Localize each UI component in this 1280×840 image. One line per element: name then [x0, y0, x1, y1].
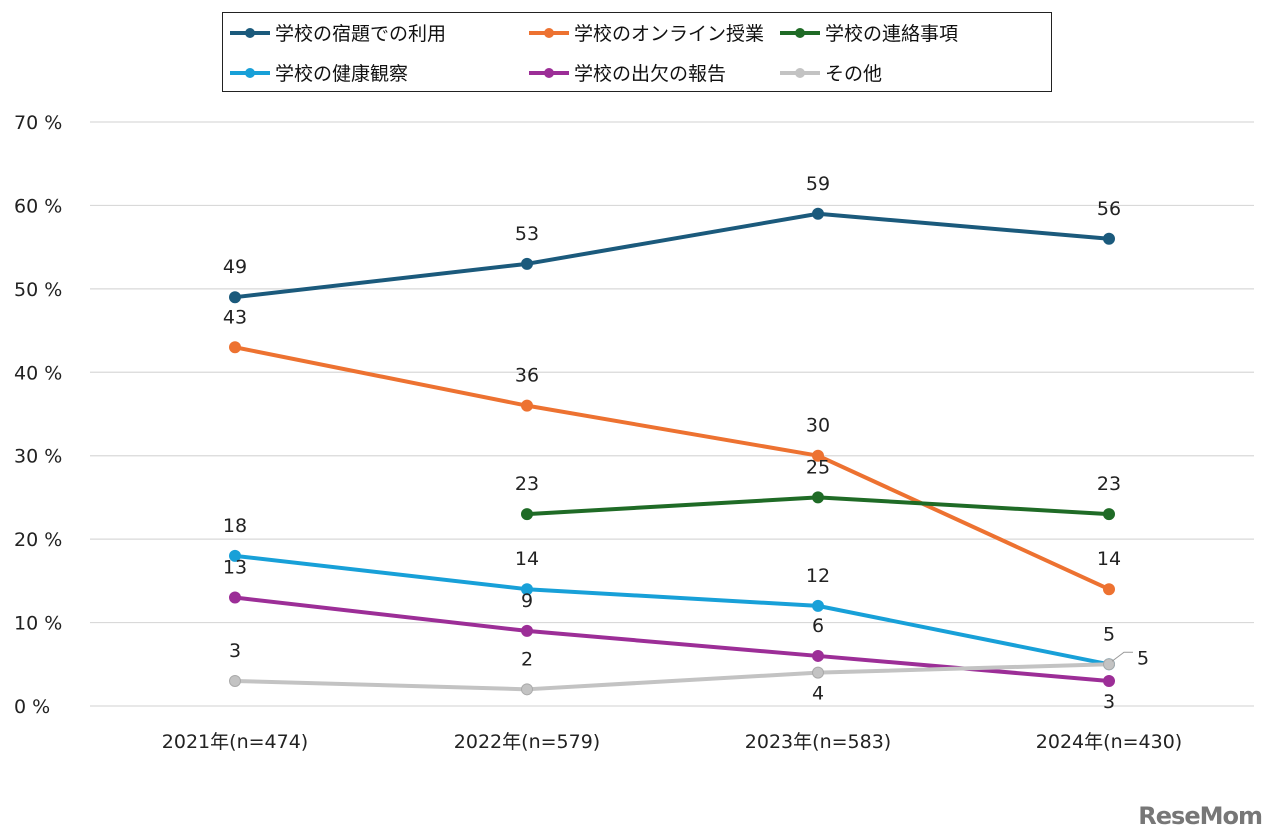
legend-marker-icon: [529, 67, 569, 78]
data-point: [1103, 508, 1115, 521]
legend-label: 学校の連絡事項: [825, 23, 959, 45]
data-point: [229, 341, 241, 354]
data-label: 13: [223, 557, 247, 579]
data-point: [229, 291, 241, 304]
data-label: 3: [229, 640, 241, 662]
y-tick-label: 70 %: [14, 112, 62, 134]
legend-label: 学校のオンライン授業: [574, 23, 765, 45]
data-label: 14: [515, 548, 539, 570]
legend-marker-icon: [529, 27, 569, 38]
series-line: [234, 345, 1110, 592]
data-label: 18: [223, 515, 247, 537]
data-label: 23: [1097, 473, 1121, 495]
data-label: 12: [806, 565, 830, 587]
data-label: 4: [812, 683, 824, 705]
legend-item: 学校の連絡事項: [779, 19, 958, 46]
data-point: [229, 674, 241, 687]
legend-marker-icon: [780, 27, 820, 38]
legend-item: 学校の健康観察: [229, 59, 408, 86]
data-point: [521, 257, 533, 270]
data-point: [229, 591, 241, 604]
x-tick-label: 2021年(n=474): [162, 731, 308, 753]
data-label: 43: [223, 306, 247, 328]
data-point: [812, 491, 824, 504]
series-line: [234, 662, 1110, 692]
data-label: 53: [515, 223, 539, 245]
leader-line: [1111, 651, 1133, 662]
data-label: 2: [521, 648, 533, 670]
legend-item: 学校の出欠の報告: [528, 59, 726, 86]
series-line: [234, 553, 1110, 667]
data-point: [812, 449, 824, 462]
legend-label: 学校の出欠の報告: [574, 63, 727, 85]
data-label: 23: [515, 473, 539, 495]
data-label: 6: [812, 615, 824, 637]
data-label: 3: [1103, 691, 1115, 713]
data-label: 56: [1097, 198, 1121, 220]
legend-item: 学校の宿題での利用: [229, 19, 446, 46]
legend-item: その他: [779, 59, 882, 86]
legend-label: 学校の宿題での利用: [275, 23, 447, 45]
y-tick-label: 40 %: [14, 362, 62, 384]
x-tick-label: 2023年(n=583): [745, 731, 891, 753]
x-tick-label: 2024年(n=430): [1036, 731, 1182, 753]
data-label: 25: [806, 456, 830, 478]
data-label: 30: [806, 415, 830, 437]
data-point: [1103, 583, 1115, 596]
data-label: 5: [1137, 647, 1149, 669]
data-label: 49: [223, 256, 247, 278]
data-point: [1103, 658, 1115, 671]
data-point: [521, 583, 533, 596]
data-point: [521, 624, 533, 637]
y-tick-label: 10 %: [14, 613, 62, 635]
y-tick-label: 60 %: [14, 195, 62, 217]
legend-marker-icon: [780, 67, 820, 78]
resemom-watermark-logo: ReseMom: [1138, 802, 1263, 830]
data-point: [1103, 674, 1115, 687]
y-tick-label: 30 %: [14, 446, 62, 468]
data-point: [521, 399, 533, 412]
series-line: [234, 211, 1110, 300]
data-label: 5: [1103, 623, 1115, 645]
data-point: [812, 599, 824, 612]
data-point: [812, 649, 824, 662]
data-label: 14: [1097, 548, 1121, 570]
data-point: [1103, 232, 1115, 245]
data-label: 9: [521, 590, 533, 612]
data-label: 59: [806, 173, 830, 195]
legend-marker-icon: [230, 67, 270, 78]
legend: 学校の宿題での利用 学校のオンライン授業 学校の連絡事項学校の健康観察 学校の出欠の報…: [222, 12, 1052, 92]
data-label: 36: [515, 365, 539, 387]
legend-marker-icon: [230, 27, 270, 38]
data-point: [521, 683, 533, 696]
y-tick-label: 20 %: [14, 529, 62, 551]
data-point: [812, 666, 824, 679]
y-tick-label: 50 %: [14, 279, 62, 301]
data-point: [521, 508, 533, 521]
y-tick-label: 0 %: [14, 696, 50, 718]
legend-item: 学校のオンライン授業: [528, 19, 764, 46]
legend-label: 学校の健康観察: [275, 63, 409, 85]
x-tick-label: 2022年(n=579): [454, 731, 600, 753]
data-point: [229, 549, 241, 562]
data-point: [812, 207, 824, 220]
legend-label: その他: [825, 63, 883, 85]
